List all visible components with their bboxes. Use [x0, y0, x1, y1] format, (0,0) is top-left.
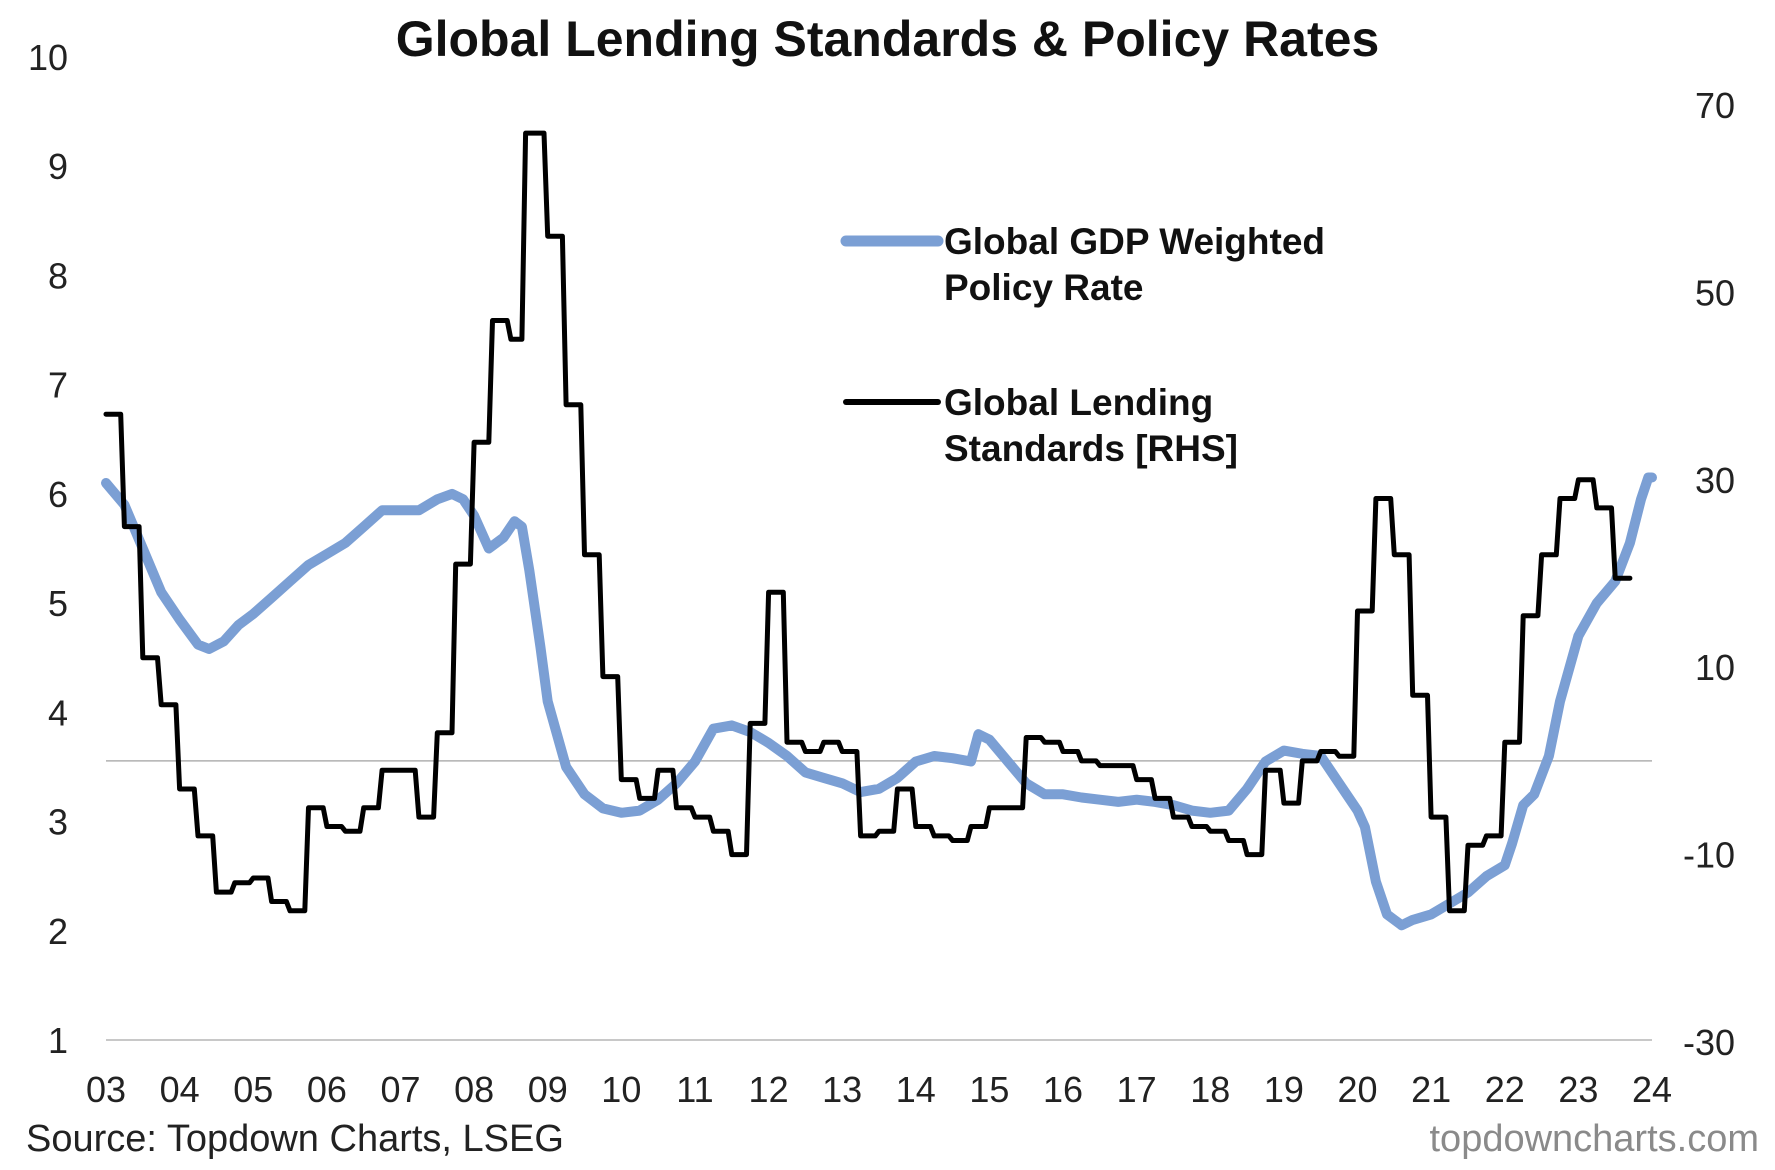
left-tick-label: 2: [48, 911, 68, 952]
x-tick-label: 20: [1338, 1069, 1378, 1110]
series-line-policy-rate: [101, 472, 1657, 931]
legend-label: Global GDP Weighted: [944, 221, 1325, 262]
x-tick-label: 17: [1117, 1069, 1157, 1110]
chart-title: Global Lending Standards & Policy Rates: [395, 11, 1380, 67]
x-tick-label: 13: [822, 1069, 862, 1110]
left-axis-ticks: 1 2 3 4 5 6 7 8 9 10: [28, 37, 68, 1061]
legend: Global GDP Weighted Policy Rate Global Len…: [840, 221, 1325, 469]
x-axis-ticks: 03 04 05 06 07 08 09 10 11 12 13 14 15 16 17 18 19 20 21 22…: [86, 1069, 1672, 1110]
x-tick-label: 08: [454, 1069, 494, 1110]
left-tick-label: 8: [48, 255, 68, 296]
right-tick-label: 50: [1695, 272, 1735, 313]
x-tick-label: 04: [160, 1069, 200, 1110]
x-tick-label: 12: [749, 1069, 789, 1110]
source-note: Source: Topdown Charts, LSEG: [26, 1118, 564, 1160]
x-tick-label: 07: [380, 1069, 420, 1110]
right-tick-label: -30: [1683, 1022, 1735, 1063]
right-axis-ticks: -30 -10 10 30 50 70: [1683, 85, 1735, 1063]
right-tick-label: 10: [1695, 647, 1735, 688]
x-tick-label: 24: [1632, 1069, 1672, 1110]
watermark: topdowncharts.com: [1429, 1118, 1760, 1160]
left-tick-label: 5: [48, 583, 68, 624]
right-tick-label: 30: [1695, 460, 1735, 501]
series-lines: [101, 130, 1657, 931]
left-tick-label: 9: [48, 146, 68, 187]
right-tick-label: -10: [1683, 835, 1735, 876]
left-tick-label: 1: [48, 1020, 68, 1061]
x-tick-label: 10: [601, 1069, 641, 1110]
x-tick-label: 22: [1485, 1069, 1525, 1110]
x-tick-label: 21: [1411, 1069, 1451, 1110]
x-tick-label: 09: [528, 1069, 568, 1110]
left-tick-label: 10: [28, 37, 68, 78]
x-tick-label: 18: [1190, 1069, 1230, 1110]
x-tick-label: 14: [896, 1069, 936, 1110]
x-tick-label: 11: [676, 1069, 713, 1110]
left-tick-label: 3: [48, 802, 68, 843]
x-tick-label: 23: [1558, 1069, 1598, 1110]
left-tick-label: 4: [48, 692, 68, 733]
legend-label: Policy Rate: [944, 267, 1143, 308]
legend-label: Standards [RHS]: [944, 428, 1238, 469]
reference-lines: [106, 760, 1652, 1041]
left-tick-label: 7: [48, 365, 68, 406]
x-tick-label: 19: [1264, 1069, 1304, 1110]
series-line-lending-standards: [103, 130, 1633, 914]
x-tick-label: 06: [307, 1069, 347, 1110]
x-tick-label: 15: [969, 1069, 1009, 1110]
left-tick-label: 6: [48, 474, 68, 515]
x-tick-label: 16: [1043, 1069, 1083, 1110]
x-tick-label: 03: [86, 1069, 126, 1110]
legend-label: Global Lending: [944, 382, 1213, 423]
x-tick-label: 05: [233, 1069, 273, 1110]
right-tick-label: 70: [1695, 85, 1735, 126]
